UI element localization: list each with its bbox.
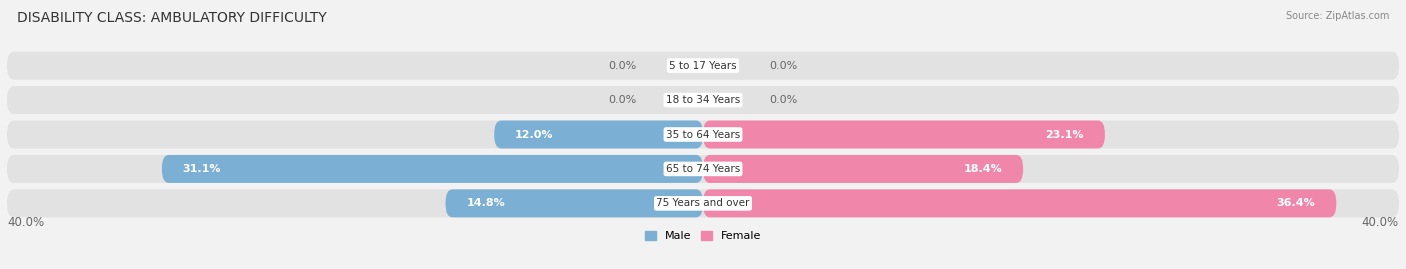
FancyBboxPatch shape [7,189,1399,217]
Text: Source: ZipAtlas.com: Source: ZipAtlas.com [1285,11,1389,21]
Text: 12.0%: 12.0% [515,129,554,140]
Text: 18.4%: 18.4% [963,164,1002,174]
Legend: Male, Female: Male, Female [645,231,761,241]
Text: 0.0%: 0.0% [769,61,797,71]
FancyBboxPatch shape [7,155,1399,183]
Text: 36.4%: 36.4% [1277,198,1316,208]
FancyBboxPatch shape [703,189,1336,217]
Text: 0.0%: 0.0% [609,61,637,71]
Text: 35 to 64 Years: 35 to 64 Years [666,129,740,140]
Text: 5 to 17 Years: 5 to 17 Years [669,61,737,71]
Text: 0.0%: 0.0% [769,95,797,105]
FancyBboxPatch shape [7,86,1399,114]
FancyBboxPatch shape [7,52,1399,80]
Text: 18 to 34 Years: 18 to 34 Years [666,95,740,105]
Text: 40.0%: 40.0% [7,216,44,229]
Text: 14.8%: 14.8% [467,198,505,208]
FancyBboxPatch shape [703,121,1105,148]
Text: 0.0%: 0.0% [609,95,637,105]
FancyBboxPatch shape [162,155,703,183]
Text: DISABILITY CLASS: AMBULATORY DIFFICULTY: DISABILITY CLASS: AMBULATORY DIFFICULTY [17,11,326,25]
FancyBboxPatch shape [446,189,703,217]
Text: 31.1%: 31.1% [183,164,221,174]
Text: 23.1%: 23.1% [1046,129,1084,140]
Text: 40.0%: 40.0% [1362,216,1399,229]
FancyBboxPatch shape [495,121,703,148]
FancyBboxPatch shape [703,155,1024,183]
FancyBboxPatch shape [7,121,1399,148]
Text: 75 Years and over: 75 Years and over [657,198,749,208]
Text: 65 to 74 Years: 65 to 74 Years [666,164,740,174]
